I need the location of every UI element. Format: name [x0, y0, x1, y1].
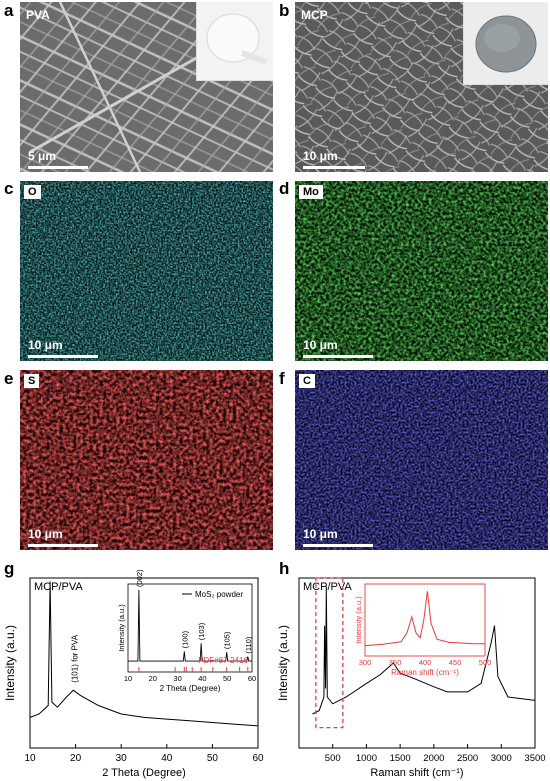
- x-axis-label-h: Raman shift (cm⁻¹): [370, 767, 463, 779]
- inset-x-tick-g-40: 40: [198, 674, 206, 683]
- plot-frame-h: [298, 577, 536, 749]
- inset-series-h: [364, 591, 485, 647]
- scale-bar-c: [28, 355, 98, 358]
- x-tick-label-h-2000: 2000: [423, 753, 444, 764]
- element-label-mo: Mo: [299, 185, 323, 199]
- inset-peak-label-g-2: (103): [197, 622, 206, 640]
- inset-x-tick-h-500: 500: [479, 658, 492, 667]
- x-tick-label-g-30: 30: [116, 753, 128, 764]
- inset-legend-g: MoS₂ powder: [195, 590, 243, 599]
- eds-map-oxygen: O 10 μm: [20, 181, 273, 361]
- annotation-g: (101) for PVA: [70, 634, 79, 683]
- inset-pattern-g: [128, 589, 252, 662]
- inset-peak-label-g-3: (105): [223, 631, 232, 649]
- eds-map-molybdenum: Mo 10 μm: [295, 181, 548, 361]
- sample-photo-mcp: [463, 2, 548, 85]
- inset-peak-label-g-1: (100): [180, 630, 189, 648]
- inset-frame-h: [364, 583, 486, 657]
- x-axis-label-g: 2 Theta (Degree): [102, 767, 186, 779]
- scale-bar-label-a: 5 μm: [28, 149, 57, 163]
- map-noise-c: [20, 181, 273, 361]
- panel-letter-h: h: [279, 559, 290, 578]
- inset-x-tick-g-30: 30: [173, 674, 181, 683]
- scale-bar-b: [303, 166, 365, 169]
- x-tick-label-g-10: 10: [24, 753, 36, 764]
- sem-image-pva: PVA 5 μm: [20, 2, 273, 172]
- x-tick-label-h-3000: 3000: [491, 753, 512, 764]
- element-label-o: O: [24, 185, 41, 199]
- scale-bar-d: [303, 355, 373, 358]
- map-noise-f: [295, 370, 548, 550]
- chart-title-g: MCP/PVA: [34, 581, 83, 593]
- panel-letter-f: f: [279, 369, 285, 388]
- inset-x-tick-h-450: 450: [449, 658, 462, 667]
- inset-peak-label-g-4: (110): [244, 636, 253, 653]
- panel-letter-e: e: [4, 369, 14, 388]
- sample-label-pva: PVA: [26, 8, 50, 22]
- x-tick-label-g-60: 60: [252, 753, 264, 764]
- inset-x-tick-g-10: 10: [124, 674, 132, 683]
- y-axis-label-h: Intensity (a.u.): [276, 625, 290, 701]
- inset-x-tick-g-60: 60: [248, 674, 256, 683]
- xrd-chart: 10 20 30 40 50 60 2 Theta (Degree) Intensity (a…: [3, 569, 264, 779]
- x-tick-label-g-20: 20: [70, 753, 82, 764]
- inset-x-tick-h-350: 350: [389, 658, 402, 667]
- inset-peak-label-g-0: (002): [135, 569, 144, 587]
- inset-x-label-h: Raman shift (cm⁻¹): [391, 668, 459, 677]
- scale-bar-label-c: 10 μm: [28, 338, 63, 352]
- series-line-g: [29, 581, 259, 727]
- highlight-box-h: [315, 577, 344, 729]
- panel-letter-d: d: [279, 179, 290, 198]
- eds-map-sulfur: S 10 μm: [20, 370, 273, 550]
- inset-x-tick-g-50: 50: [223, 674, 231, 683]
- inset-x-tick-h-400: 400: [419, 658, 432, 667]
- panel-letter-g: g: [4, 559, 15, 578]
- x-tick-label-g-40: 40: [161, 753, 173, 764]
- x-tick-label-h-3500: 3500: [524, 753, 545, 764]
- scale-bar-label-b: 10 μm: [303, 149, 338, 163]
- scale-bar-label-f: 10 μm: [303, 527, 338, 541]
- element-label-s: S: [24, 374, 40, 388]
- scale-bar-e: [28, 544, 98, 547]
- element-label-c: C: [299, 374, 315, 388]
- inset-reference-g: PDF#87-2416: [198, 656, 248, 665]
- x-tick-label-h-2500: 2500: [457, 753, 478, 764]
- sample-photo-pva: [196, 2, 273, 81]
- panel-letter-a: a: [4, 1, 14, 20]
- x-tick-label-h-1500: 1500: [390, 753, 411, 764]
- scale-bar-label-d: 10 μm: [303, 338, 338, 352]
- inset-x-label-g: 2 Theta (Degree): [160, 684, 221, 693]
- inset-y-label-h: Intensity (a.u.): [354, 596, 363, 644]
- scale-bar-a: [28, 166, 88, 169]
- chart-title-h: MCP/PVA: [303, 581, 352, 593]
- scale-bar-label-e: 10 μm: [28, 527, 63, 541]
- y-axis-label-g: Intensity (a.u.): [3, 625, 17, 701]
- inset-y-label-g: Intensity (a.u.): [117, 604, 126, 652]
- sem-image-mcp: MCP 10 μm: [295, 2, 548, 172]
- fiber-texture-a: [20, 2, 273, 172]
- inset-x-tick-h-300: 300: [359, 658, 372, 667]
- eds-map-carbon: C 10 μm: [295, 370, 548, 550]
- plot-frame-g: [29, 577, 259, 749]
- panel-letter-c: c: [4, 179, 14, 198]
- series-line-h: [312, 586, 536, 715]
- inset-frame-g: [127, 583, 253, 673]
- raman-chart: 500 1000 1500 2000 2500 3000 3500 Raman shift (…: [276, 577, 546, 779]
- scale-bar-f: [303, 544, 373, 547]
- panel-letter-b: b: [279, 1, 290, 20]
- sample-label-mcp: MCP: [301, 8, 328, 22]
- inset-x-tick-g-20: 20: [149, 674, 157, 683]
- map-noise-e: [20, 370, 273, 550]
- x-tick-label-h-1000: 1000: [356, 753, 377, 764]
- map-noise-d: [295, 181, 548, 361]
- x-tick-label-h-500: 500: [325, 753, 341, 764]
- x-tick-label-g-50: 50: [207, 753, 219, 764]
